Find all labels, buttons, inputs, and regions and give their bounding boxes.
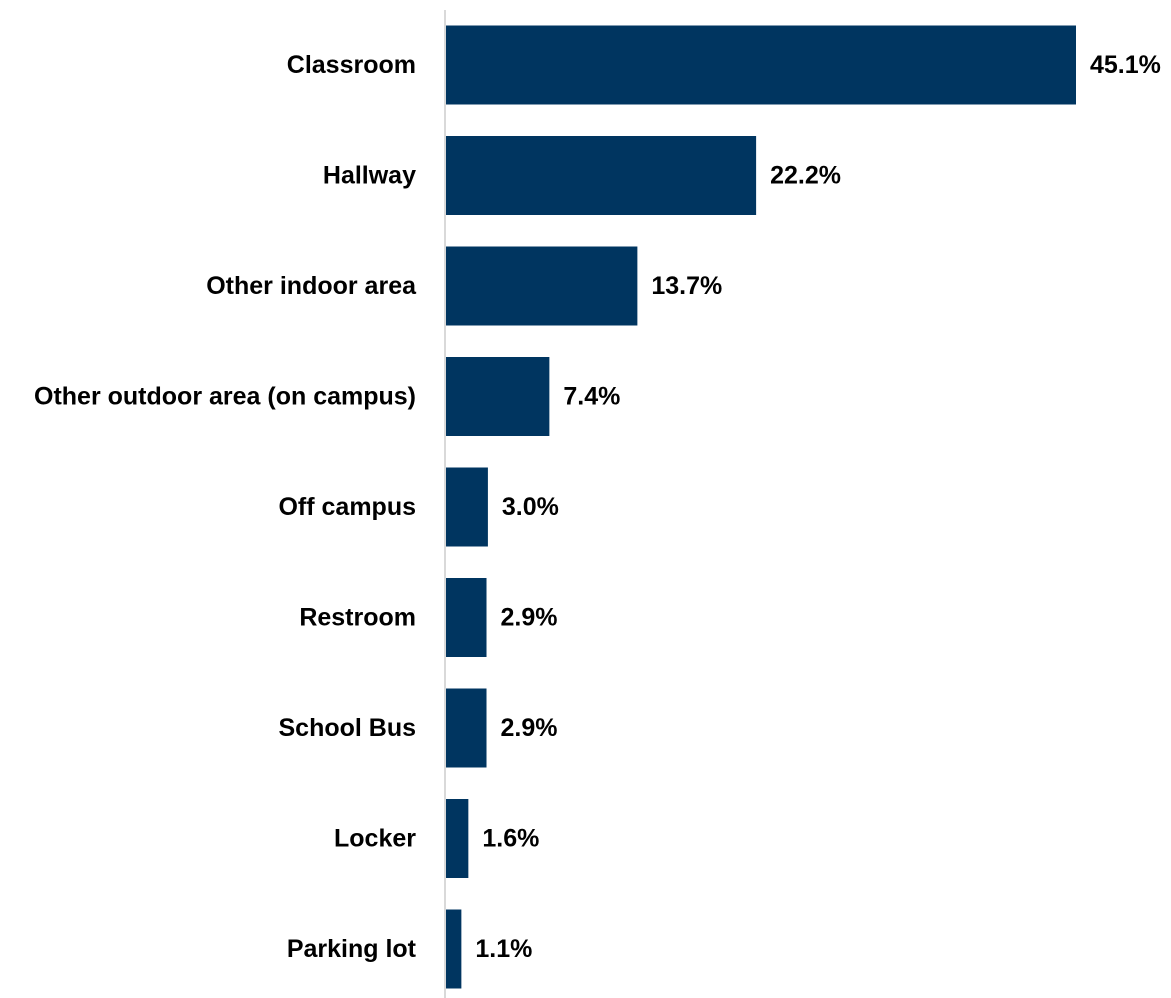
- value-label: 22.2%: [770, 162, 841, 190]
- bar-parking-lot: [446, 909, 462, 989]
- labels-layer: Classroom 45.1% Hallway 22.2% Other indoor a…: [34, 51, 1161, 963]
- value-label: 2.9%: [501, 714, 558, 742]
- bar-school-bus: [446, 688, 487, 768]
- value-label: 45.1%: [1090, 51, 1161, 79]
- category-label: Other outdoor area (on campus): [34, 383, 416, 411]
- category-label: Other indoor area: [206, 272, 417, 300]
- category-label: Locker: [334, 825, 416, 853]
- bar-hallway: [446, 136, 757, 215]
- value-label: 2.9%: [501, 604, 558, 632]
- value-label: 13.7%: [651, 272, 722, 300]
- category-label: Classroom: [287, 51, 416, 79]
- bars-layer: [446, 25, 1076, 989]
- category-label: Parking lot: [287, 935, 417, 963]
- category-label: Hallway: [323, 162, 416, 190]
- bar-restroom: [446, 578, 487, 657]
- value-label: 1.6%: [482, 825, 539, 853]
- category-label: Restroom: [299, 604, 416, 632]
- category-label: School Bus: [278, 714, 416, 742]
- value-label: 1.1%: [475, 935, 532, 963]
- category-label: Off campus: [278, 493, 416, 521]
- bar-other-outdoor-area-on-campus: [446, 357, 550, 436]
- bar-locker: [446, 799, 469, 878]
- bar-off-campus: [446, 467, 488, 547]
- value-label: 3.0%: [502, 493, 559, 521]
- bar-other-indoor-area: [446, 246, 638, 326]
- bar-classroom: [446, 25, 1076, 105]
- value-label: 7.4%: [563, 383, 620, 411]
